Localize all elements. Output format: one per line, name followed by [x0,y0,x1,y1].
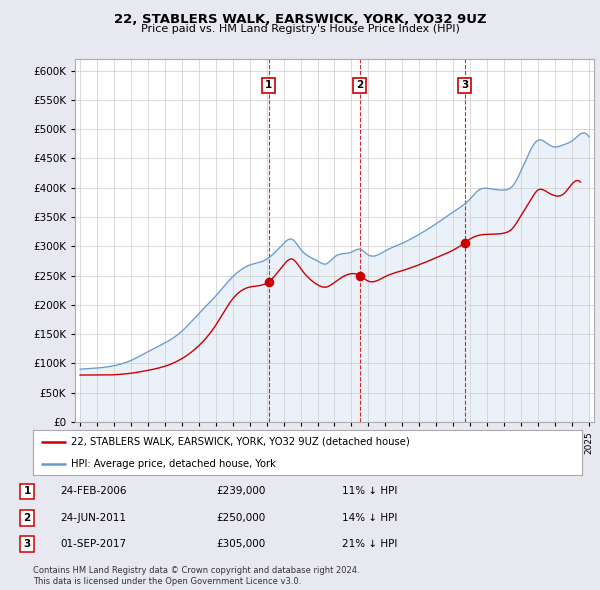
Text: 24-JUN-2011: 24-JUN-2011 [60,513,126,523]
Point [460,238,469,248]
Text: 22, STABLERS WALK, EARSWICK, YORK, YO32 9UZ: 22, STABLERS WALK, EARSWICK, YORK, YO32 … [113,13,487,26]
Text: 2: 2 [23,513,31,523]
Text: £305,000: £305,000 [216,539,265,549]
Text: Contains HM Land Registry data © Crown copyright and database right 2024.: Contains HM Land Registry data © Crown c… [33,566,359,575]
Text: £250,000: £250,000 [216,513,265,523]
Text: This data is licensed under the Open Government Licence v3.0.: This data is licensed under the Open Gov… [33,577,301,586]
Text: 22, STABLERS WALK, EARSWICK, YORK, YO32 9UZ (detached house): 22, STABLERS WALK, EARSWICK, YORK, YO32 … [71,437,410,447]
Text: 24-FEB-2006: 24-FEB-2006 [60,486,127,496]
Text: 01-SEP-2017: 01-SEP-2017 [60,539,126,549]
Text: 1: 1 [23,486,31,496]
Text: 1: 1 [265,80,272,90]
Text: Price paid vs. HM Land Registry's House Price Index (HPI): Price paid vs. HM Land Registry's House … [140,24,460,34]
Point [355,271,364,280]
Text: 14% ↓ HPI: 14% ↓ HPI [342,513,397,523]
Text: 21% ↓ HPI: 21% ↓ HPI [342,539,397,549]
Text: £239,000: £239,000 [216,486,265,496]
Point [264,277,274,287]
Text: HPI: Average price, detached house, York: HPI: Average price, detached house, York [71,459,277,469]
Text: 2: 2 [356,80,363,90]
Text: 11% ↓ HPI: 11% ↓ HPI [342,486,397,496]
Text: 3: 3 [461,80,468,90]
Text: 3: 3 [23,539,31,549]
